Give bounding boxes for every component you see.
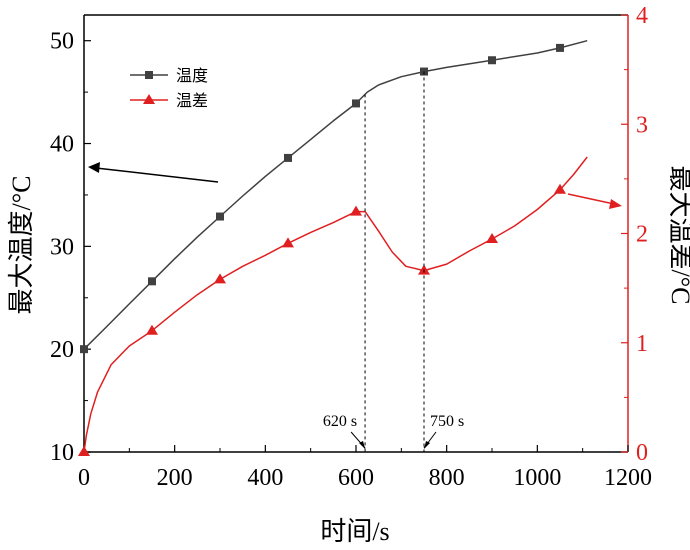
y-right-tick-label-0: 0 bbox=[636, 440, 648, 466]
series-0-point-1 bbox=[148, 277, 156, 286]
series-0-point-7 bbox=[556, 43, 564, 52]
x-tick-label-3: 600 bbox=[338, 465, 374, 491]
y-right-tick-label-4: 4 bbox=[636, 3, 648, 29]
y-right-tick-label-3: 3 bbox=[636, 112, 648, 138]
legend-marker-temperature bbox=[145, 71, 153, 79]
legend-label-temperature: 温度 bbox=[176, 66, 208, 85]
series-1-point-3 bbox=[282, 237, 294, 248]
y-right-tick-label-2: 2 bbox=[636, 222, 648, 248]
y-left-tick-label-1: 20 bbox=[50, 337, 74, 363]
annotation-label-0: 620 s bbox=[323, 413, 357, 430]
annotation-layer: 620 s 750 s bbox=[88, 71, 622, 452]
y-axis-left-title: 最大温度/°C bbox=[7, 176, 36, 315]
annotation-label-1: 750 s bbox=[430, 413, 464, 430]
annotation-arrowhead-0 bbox=[359, 441, 366, 449]
x-tick-label-4: 800 bbox=[429, 465, 465, 491]
x-tick-label-0: 0 bbox=[78, 465, 90, 491]
x-tick-label-2: 400 bbox=[247, 465, 283, 491]
series-1-point-6 bbox=[486, 232, 498, 243]
legend-marker-tempdiff bbox=[143, 94, 155, 104]
x-tick-label-1: 200 bbox=[157, 465, 193, 491]
series-0-point-0 bbox=[80, 345, 88, 354]
series-1-point-2 bbox=[214, 273, 226, 284]
axes-layer: 0 200 400 600 800 1000 1200 10 20 30 40 50 0 1 2 3 4 bbox=[50, 3, 652, 491]
series-line-0 bbox=[83, 39, 588, 350]
annotation-arrowhead-1 bbox=[424, 441, 430, 449]
series-1-point-0 bbox=[78, 446, 90, 456]
series-0-point-3 bbox=[284, 153, 292, 162]
y-right-tick-label-1: 1 bbox=[636, 331, 648, 357]
right-axis-arrow bbox=[567, 193, 615, 205]
series-1-point-1 bbox=[146, 324, 158, 335]
left-axis-arrow bbox=[95, 167, 219, 183]
series-line-1 bbox=[83, 156, 588, 453]
series-1-point-4 bbox=[350, 205, 362, 216]
right-axis-arrowhead bbox=[609, 199, 622, 209]
series-0-point-4 bbox=[352, 99, 360, 108]
x-tick-label-6: 1200 bbox=[604, 465, 652, 491]
series-0-point-6 bbox=[488, 56, 496, 65]
x-tick-label-5: 1000 bbox=[513, 465, 561, 491]
series-layer bbox=[78, 39, 588, 456]
y-left-tick-label-3: 40 bbox=[50, 132, 74, 158]
series-0-point-2 bbox=[216, 212, 224, 221]
y-left-tick-label-2: 30 bbox=[50, 234, 74, 260]
legend: 温度 温差 bbox=[130, 66, 208, 110]
x-axis-title: 时间/s bbox=[320, 517, 389, 546]
y-left-tick-label-4: 50 bbox=[50, 29, 74, 55]
left-axis-arrowhead bbox=[88, 162, 100, 173]
y-left-tick-label-0: 10 bbox=[50, 440, 74, 466]
legend-label-tempdiff: 温差 bbox=[176, 91, 208, 110]
series-1-point-7 bbox=[554, 183, 566, 194]
y-axis-right-title: 最大温差/°C bbox=[666, 166, 690, 305]
